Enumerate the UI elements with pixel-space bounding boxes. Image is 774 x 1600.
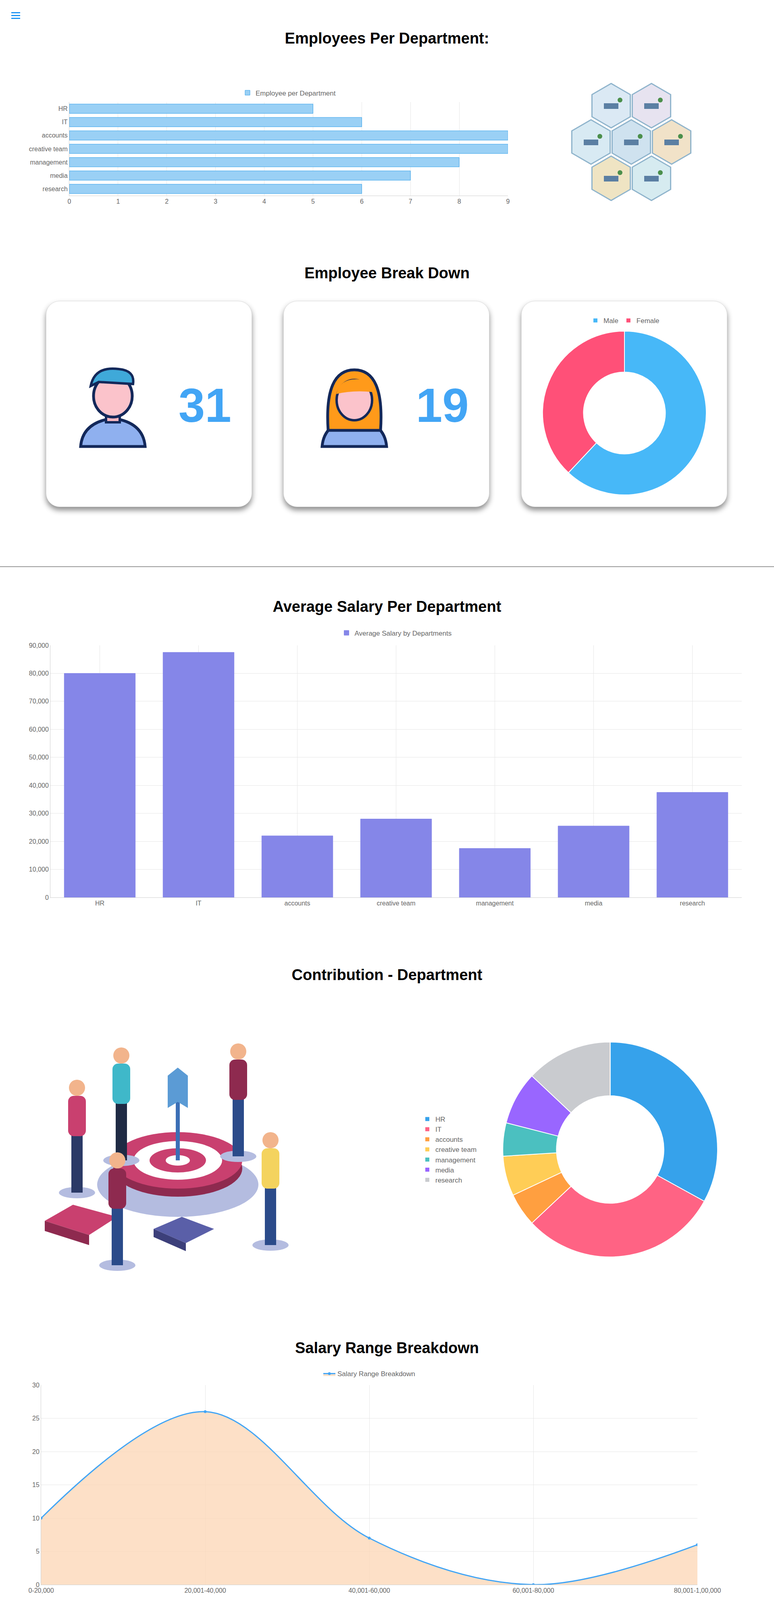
svg-text:80,001-1,00,000: 80,001-1,00,000 [674,1586,722,1594]
svg-text:HR: HR [435,1115,446,1123]
svg-text:40,001-60,000: 40,001-60,000 [348,1586,390,1594]
svg-text:accounts: accounts [41,131,68,139]
svg-text:7: 7 [408,197,413,205]
svg-text:20,001-40,000: 20,001-40,000 [184,1586,226,1594]
svg-text:Salary Range Breakdown: Salary Range Breakdown [337,1369,416,1378]
svg-text:0-20,000: 0-20,000 [28,1586,54,1594]
svg-text:80,000: 80,000 [29,669,49,677]
svg-text:4: 4 [262,197,267,205]
svg-text:management: management [29,158,68,166]
svg-text:research: research [42,185,68,193]
svg-text:HR: HR [58,105,68,113]
svg-text:60,000: 60,000 [29,725,49,733]
svg-text:1: 1 [116,197,120,205]
svg-text:media: media [584,899,603,907]
svg-text:management: management [476,899,514,907]
svg-text:60,001-80,000: 60,001-80,000 [512,1586,554,1594]
svg-text:IT: IT [435,1125,442,1133]
svg-text:90,000: 90,000 [29,641,49,649]
svg-text:20: 20 [32,1447,40,1455]
html-text:19: 19 [415,378,469,432]
svg-text:research: research [435,1175,462,1184]
svg-text:media: media [435,1165,455,1174]
html-text:Contribution - Department: Contribution - Department [291,965,483,983]
svg-text:creative team: creative team [376,899,416,907]
svg-text:0: 0 [35,1580,40,1588]
html-text:Salary Range Breakdown: Salary Range Breakdown [295,1338,479,1356]
svg-text:30: 30 [32,1381,40,1388]
svg-text:30,000: 30,000 [29,809,49,817]
svg-text:6: 6 [359,197,364,205]
svg-text:IT: IT [62,118,68,126]
svg-text:management: management [435,1155,476,1164]
svg-text:20,000: 20,000 [29,837,49,845]
svg-text:8: 8 [457,197,462,205]
svg-text:IT: IT [195,899,202,907]
html-text:31: 31 [178,378,232,432]
svg-text:40,000: 40,000 [29,781,49,789]
html-text:Average Salary Per Department: Average Salary Per Department [272,597,502,615]
svg-text:Male: Male [603,316,619,325]
svg-text:Employee per Department: Employee per Department [255,89,336,98]
html-text:Employees Per Department:: Employees Per Department: [284,29,490,47]
svg-text:research: research [679,899,705,907]
svg-text:accounts: accounts [284,899,311,907]
svg-text:25: 25 [32,1414,40,1422]
svg-text:5: 5 [311,197,315,205]
svg-text:15: 15 [32,1480,40,1488]
svg-text:0: 0 [67,197,72,205]
svg-text:Female: Female [636,316,660,325]
svg-text:HR: HR [95,899,105,907]
svg-text:5: 5 [35,1547,40,1555]
svg-text:50,000: 50,000 [29,753,49,761]
svg-text:media: media [49,172,68,179]
svg-text:3: 3 [213,197,218,205]
html-text:Employee Break Down: Employee Break Down [304,264,470,282]
svg-text:10: 10 [32,1514,40,1521]
svg-text:creative team: creative team [29,145,68,153]
svg-text:Average Salary by Departments: Average Salary by Departments [354,629,452,637]
svg-text:2: 2 [164,197,169,205]
svg-text:10,000: 10,000 [29,865,49,873]
svg-text:accounts: accounts [435,1135,463,1143]
svg-text:0: 0 [45,893,49,901]
svg-text:70,000: 70,000 [29,697,49,705]
svg-text:creative team: creative team [435,1145,477,1153]
svg-text:9: 9 [506,197,510,205]
